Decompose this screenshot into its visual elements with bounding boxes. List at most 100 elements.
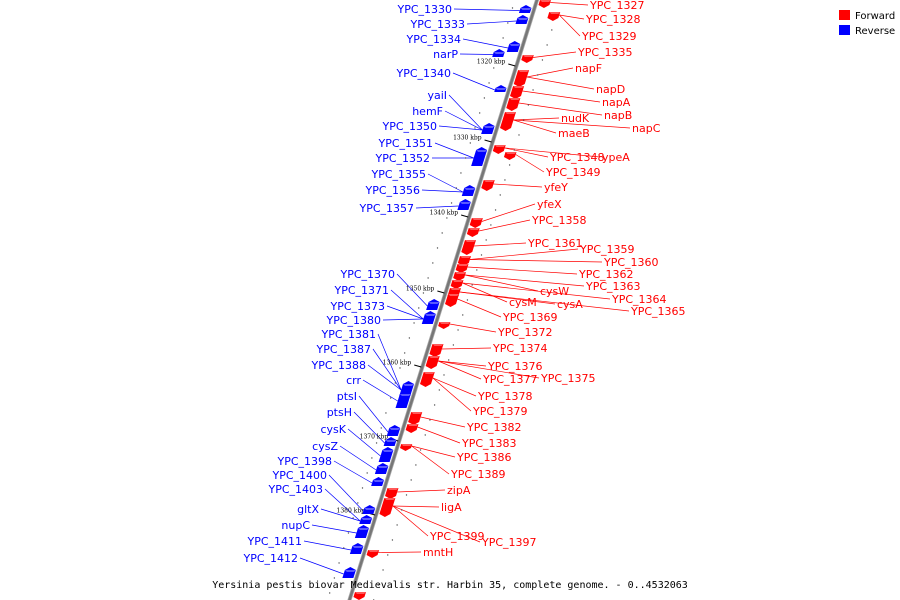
gene-body[interactable] bbox=[538, 0, 551, 8]
forward-gene-label[interactable]: maeB bbox=[558, 127, 590, 140]
gene-body[interactable] bbox=[438, 322, 451, 329]
forward-gene-label[interactable]: napC bbox=[632, 122, 661, 135]
gene-body[interactable] bbox=[374, 463, 389, 474]
reverse-gene-label[interactable]: hemF bbox=[412, 105, 443, 118]
reverse-gene-label[interactable]: YPC_1352 bbox=[374, 152, 430, 165]
reverse-gene-label[interactable]: narP bbox=[433, 48, 458, 61]
gene-body[interactable] bbox=[359, 515, 373, 524]
gene-body[interactable] bbox=[455, 264, 469, 273]
reverse-gene[interactable] bbox=[383, 437, 397, 446]
reverse-gene[interactable] bbox=[349, 543, 364, 554]
forward-gene-label[interactable]: nudK bbox=[561, 112, 590, 125]
forward-gene-label[interactable]: zipA bbox=[447, 484, 471, 497]
forward-gene[interactable] bbox=[513, 70, 530, 87]
forward-gene-label[interactable]: napD bbox=[596, 83, 625, 96]
gene-body[interactable] bbox=[362, 505, 376, 514]
reverse-gene-label[interactable]: yaiI bbox=[427, 89, 447, 102]
reverse-gene-label[interactable]: YPC_1398 bbox=[276, 455, 332, 468]
gene-body[interactable] bbox=[466, 228, 480, 237]
gene-body[interactable] bbox=[353, 592, 366, 600]
forward-gene-label[interactable]: cysW bbox=[540, 285, 569, 298]
gene-body[interactable] bbox=[461, 185, 476, 196]
reverse-gene[interactable] bbox=[359, 515, 373, 524]
gene-body[interactable] bbox=[421, 311, 436, 324]
forward-gene[interactable] bbox=[405, 424, 419, 433]
reverse-gene-label[interactable]: YPC_1351 bbox=[377, 137, 433, 150]
forward-gene-label[interactable]: mntH bbox=[423, 546, 453, 559]
forward-gene[interactable] bbox=[466, 228, 480, 237]
forward-gene[interactable] bbox=[521, 55, 534, 63]
forward-gene-label[interactable]: cysM bbox=[509, 296, 537, 309]
forward-gene-label[interactable]: YPC_1372 bbox=[497, 326, 553, 339]
reverse-gene[interactable] bbox=[354, 525, 369, 538]
reverse-gene[interactable] bbox=[461, 185, 476, 196]
gene-body[interactable] bbox=[513, 70, 530, 87]
gene-body[interactable] bbox=[379, 498, 396, 517]
forward-gene[interactable] bbox=[420, 372, 435, 387]
forward-gene[interactable] bbox=[429, 344, 444, 357]
gene-body[interactable] bbox=[445, 294, 460, 307]
forward-gene-label[interactable]: YPC_1369 bbox=[502, 311, 558, 324]
forward-gene-label[interactable]: YPC_1376 bbox=[487, 360, 543, 373]
forward-gene[interactable] bbox=[547, 12, 561, 21]
forward-gene-label[interactable]: YPC_1397 bbox=[481, 536, 537, 549]
forward-gene-label[interactable]: YPC_1363 bbox=[585, 280, 641, 293]
reverse-gene[interactable] bbox=[481, 123, 495, 134]
forward-gene[interactable] bbox=[500, 112, 516, 131]
gene-body[interactable] bbox=[521, 55, 534, 63]
reverse-gene-label[interactable]: YPC_1356 bbox=[364, 184, 420, 197]
gene-body[interactable] bbox=[453, 272, 466, 281]
forward-gene-label[interactable]: YPC_1386 bbox=[456, 451, 512, 464]
gene-body[interactable] bbox=[457, 199, 471, 210]
reverse-gene[interactable] bbox=[471, 147, 488, 166]
reverse-gene[interactable] bbox=[457, 199, 471, 210]
gene-body[interactable] bbox=[506, 41, 521, 52]
gene-body[interactable] bbox=[494, 85, 507, 92]
reverse-gene-label[interactable]: YPC_1380 bbox=[325, 314, 381, 327]
reverse-gene-label[interactable]: crr bbox=[346, 374, 361, 387]
forward-gene[interactable] bbox=[366, 550, 380, 558]
gene-body[interactable] bbox=[457, 256, 471, 266]
forward-gene-label[interactable]: YPC_1361 bbox=[527, 237, 583, 250]
gene-body[interactable] bbox=[471, 147, 488, 166]
reverse-gene-label[interactable]: ptsI bbox=[337, 390, 357, 403]
forward-gene[interactable] bbox=[445, 294, 460, 307]
reverse-gene-label[interactable]: YPC_1381 bbox=[320, 328, 376, 341]
forward-gene[interactable] bbox=[450, 280, 464, 289]
gene-body[interactable] bbox=[386, 425, 401, 436]
reverse-gene-label[interactable]: cysK bbox=[320, 423, 346, 436]
gene-body[interactable] bbox=[492, 145, 506, 154]
forward-gene[interactable] bbox=[457, 256, 471, 266]
forward-gene-label[interactable]: YPC_1362 bbox=[578, 268, 634, 281]
forward-gene[interactable] bbox=[492, 145, 506, 154]
gene-body[interactable] bbox=[500, 112, 516, 131]
reverse-gene[interactable] bbox=[378, 447, 394, 462]
forward-gene-label[interactable]: YPC_1335 bbox=[577, 46, 633, 59]
reverse-gene[interactable] bbox=[515, 15, 529, 24]
gene-body[interactable] bbox=[492, 49, 505, 57]
reverse-gene[interactable] bbox=[492, 49, 505, 57]
reverse-gene-label[interactable]: YPC_1371 bbox=[333, 284, 389, 297]
forward-gene-label[interactable]: YPC_1348 bbox=[549, 151, 605, 164]
gene-body[interactable] bbox=[481, 123, 495, 134]
gene-body[interactable] bbox=[420, 372, 435, 387]
gene-body[interactable] bbox=[342, 567, 356, 578]
gene-body[interactable] bbox=[371, 477, 384, 486]
gene-body[interactable] bbox=[395, 391, 411, 408]
gene-body[interactable] bbox=[405, 424, 419, 433]
forward-gene[interactable] bbox=[400, 444, 413, 451]
reverse-gene-label[interactable]: nupC bbox=[281, 519, 310, 532]
forward-gene-label[interactable]: YPC_1365 bbox=[630, 305, 686, 318]
forward-gene-label[interactable]: YPC_1328 bbox=[585, 13, 641, 26]
forward-gene-label[interactable]: napA bbox=[602, 96, 631, 109]
gene-body[interactable] bbox=[354, 525, 369, 538]
reverse-gene[interactable] bbox=[342, 567, 356, 578]
reverse-gene-label[interactable]: YPC_1330 bbox=[396, 3, 452, 16]
reverse-gene-label[interactable]: YPC_1350 bbox=[381, 120, 437, 133]
gene-body[interactable] bbox=[481, 180, 495, 191]
forward-gene-label[interactable]: yfeY bbox=[544, 181, 568, 194]
forward-gene-label[interactable]: YPC_1379 bbox=[472, 405, 528, 418]
forward-gene-label[interactable]: YPC_1359 bbox=[579, 243, 635, 256]
forward-gene-label[interactable]: YPC_1377 bbox=[482, 373, 538, 386]
reverse-gene-label[interactable]: cysZ bbox=[312, 440, 338, 453]
